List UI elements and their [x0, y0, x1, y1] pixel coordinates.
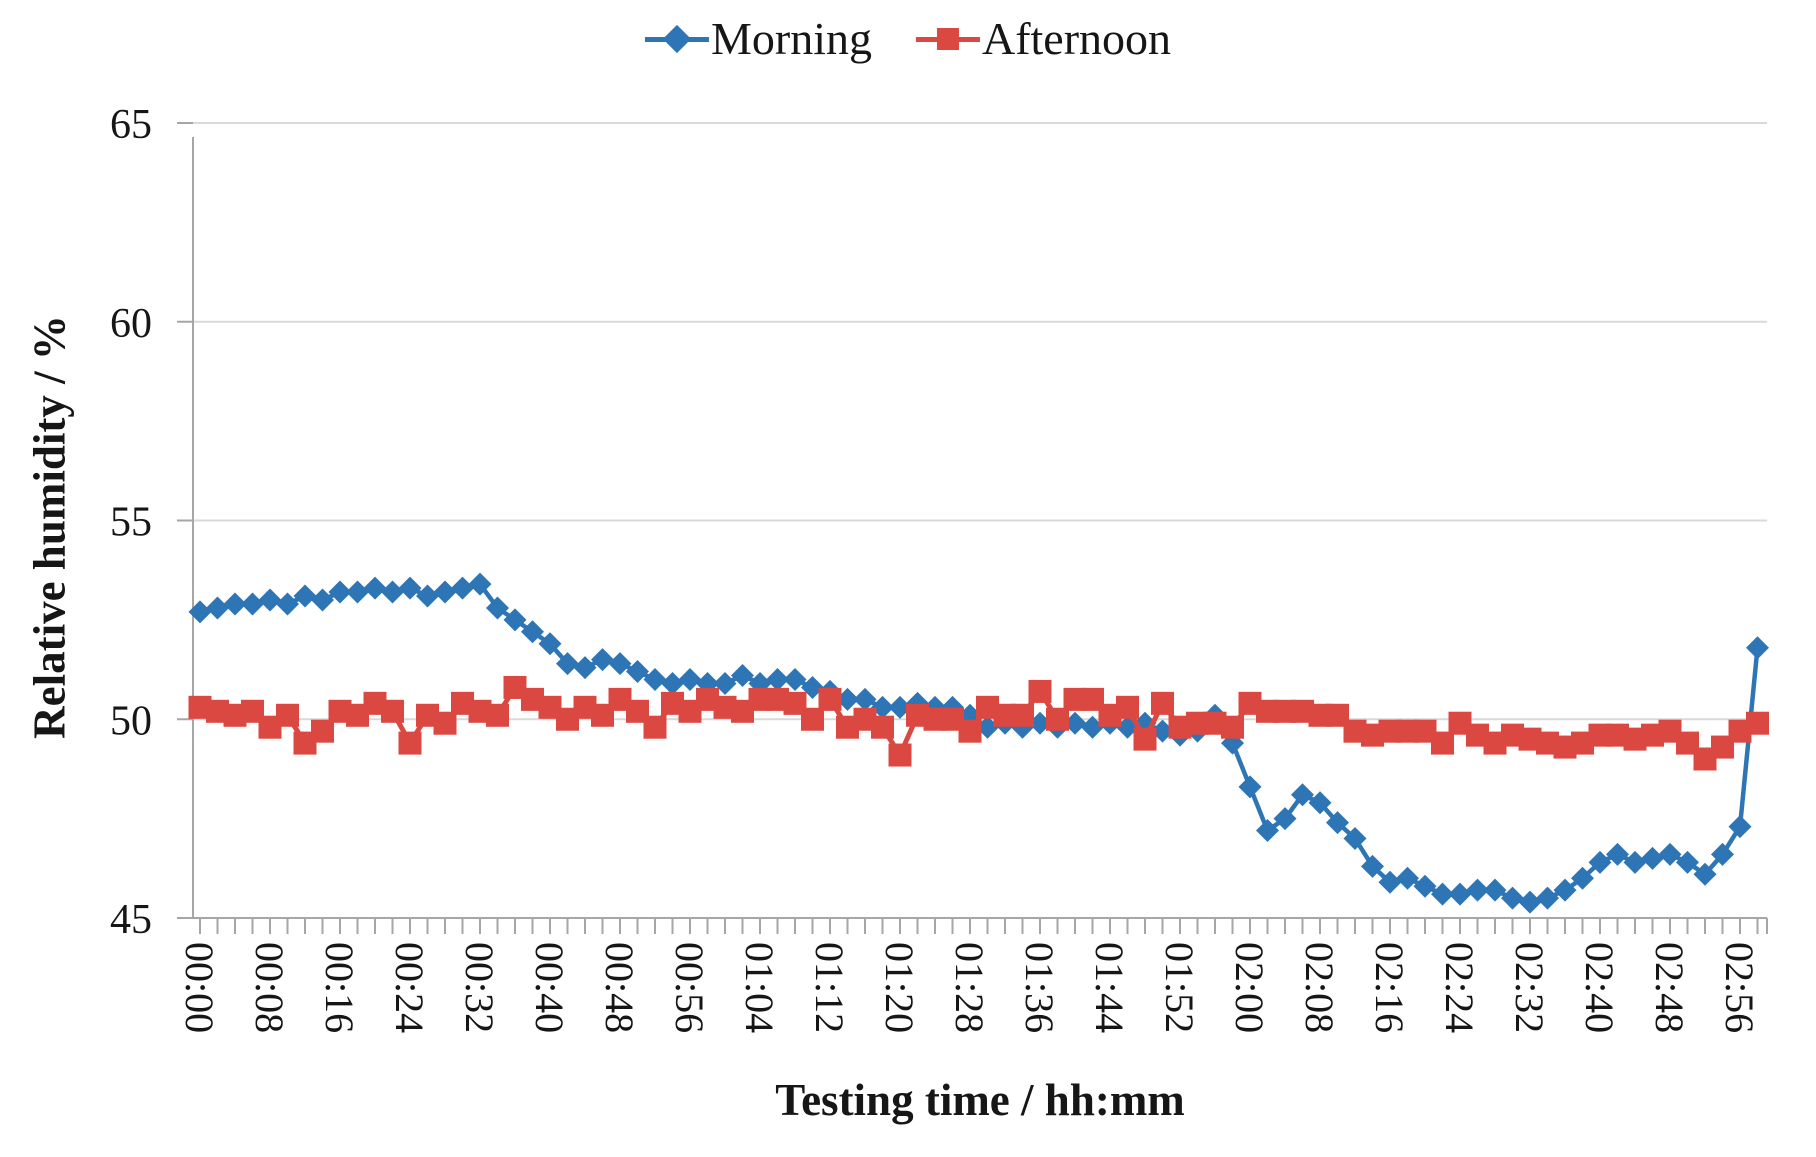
afternoon-square-icon [936, 28, 959, 50]
svg-text:01:04: 01:04 [737, 942, 782, 1033]
svg-text:00:24: 00:24 [387, 942, 432, 1033]
afternoon-series-icon [915, 16, 980, 62]
legend-item-afternoon: Afternoon [915, 13, 1172, 64]
svg-text:02:48: 02:48 [1647, 942, 1692, 1033]
svg-text:01:12: 01:12 [807, 942, 852, 1033]
svg-text:00:16: 00:16 [317, 942, 362, 1033]
svg-text:00:00: 00:00 [177, 942, 222, 1033]
svg-text:00:40: 00:40 [527, 942, 572, 1033]
legend-label-morning: Morning [710, 13, 872, 64]
svg-text:01:44: 01:44 [1087, 942, 1132, 1033]
svg-text:02:56: 02:56 [1717, 942, 1762, 1033]
svg-text:00:48: 00:48 [597, 942, 642, 1033]
y-axis-title: Relative humidity / % [24, 315, 75, 739]
svg-text:50: 50 [110, 698, 152, 744]
legend-item-morning: Morning [644, 13, 872, 64]
svg-text:00:56: 00:56 [667, 942, 712, 1033]
morning-diamond-icon [662, 24, 692, 54]
svg-text:02:16: 02:16 [1367, 942, 1412, 1033]
svg-text:55: 55 [110, 500, 152, 546]
svg-text:01:20: 01:20 [877, 942, 922, 1033]
svg-text:00:32: 00:32 [457, 942, 502, 1033]
y-axis-ticks: 45 50 55 60 65 [110, 102, 193, 943]
afternoon-markers [188, 675, 1769, 771]
svg-text:00:08: 00:08 [247, 942, 292, 1033]
x-axis-labels: 00:00 00:08 00:16 00:24 00:32 00:40 00:48 00:56… [177, 942, 1762, 1033]
svg-text:01:28: 01:28 [947, 942, 992, 1033]
chart-legend: Morning Afternoon [644, 13, 1172, 64]
series-afternoon [188, 675, 1769, 771]
x-axis-ticks [199, 918, 1768, 934]
axes [192, 137, 1767, 919]
svg-text:01:52: 01:52 [1157, 942, 1202, 1033]
svg-text:02:24: 02:24 [1437, 942, 1482, 1033]
svg-text:02:32: 02:32 [1507, 942, 1552, 1033]
svg-text:60: 60 [110, 301, 152, 347]
svg-text:02:08: 02:08 [1297, 942, 1342, 1033]
morning-series-icon [644, 16, 709, 62]
gridlines [193, 122, 1767, 721]
svg-text:45: 45 [110, 897, 152, 943]
svg-text:65: 65 [110, 102, 152, 148]
svg-text:01:36: 01:36 [1017, 942, 1062, 1033]
x-axis-title: Testing time / hh:mm [775, 1075, 1185, 1125]
svg-text:02:40: 02:40 [1577, 942, 1622, 1033]
legend-label-afternoon: Afternoon [981, 13, 1172, 64]
svg-text:02:00: 02:00 [1227, 942, 1272, 1033]
